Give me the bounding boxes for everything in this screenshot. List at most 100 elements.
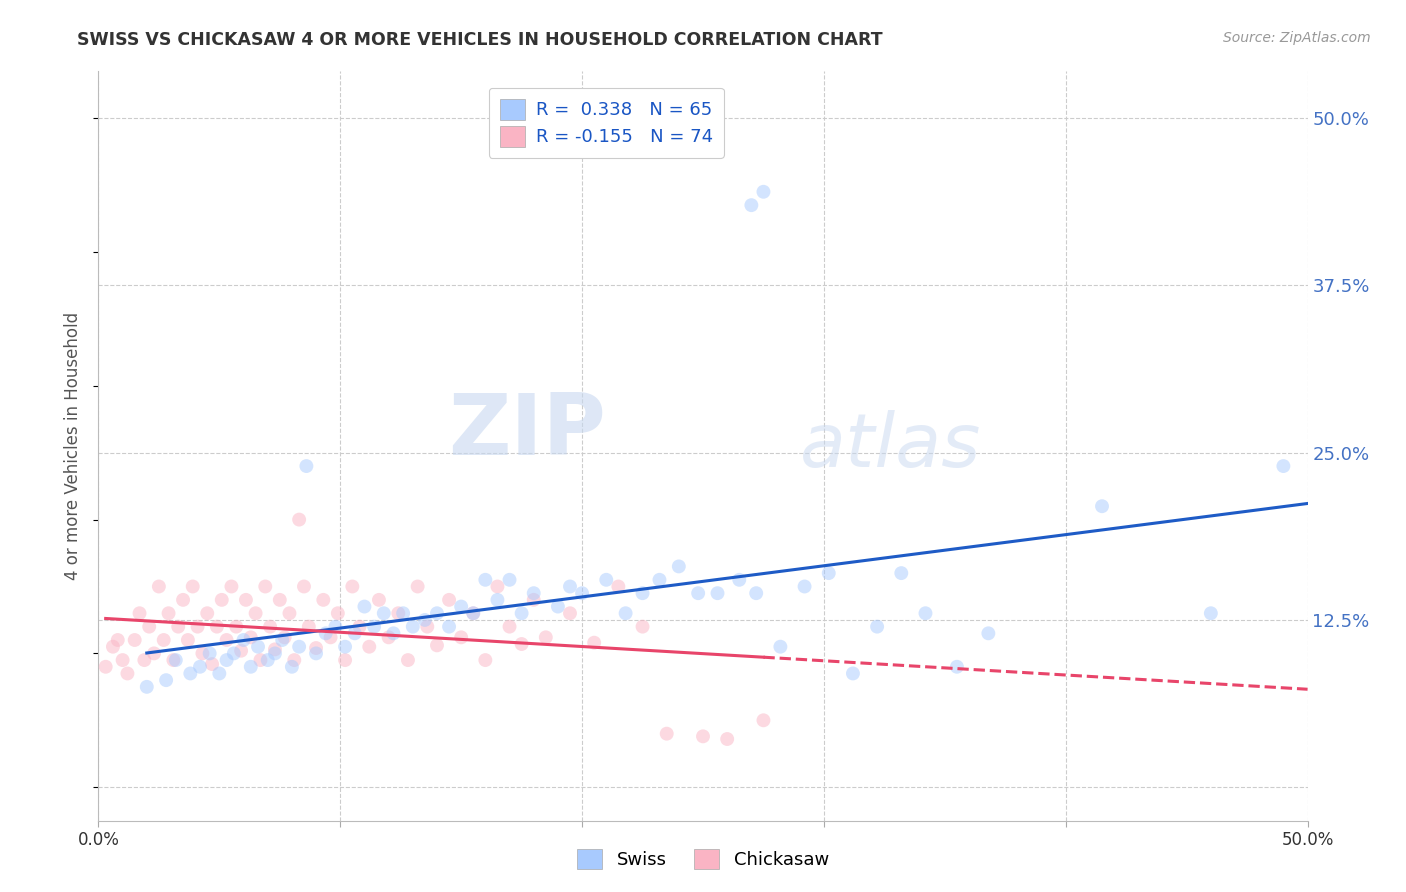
- Point: [281, 660, 304, 674]
- Point: [288, 640, 311, 654]
- Point: [278, 607, 301, 621]
- Point: [221, 580, 243, 594]
- Point: [866, 620, 889, 634]
- Point: [558, 580, 581, 594]
- Point: [426, 607, 449, 621]
- Point: [245, 607, 267, 621]
- Point: [215, 653, 238, 667]
- Point: [239, 631, 262, 645]
- Point: [134, 653, 156, 667]
- Point: [413, 613, 436, 627]
- Point: [486, 580, 509, 594]
- Point: [510, 607, 533, 621]
- Point: [668, 559, 690, 574]
- Point: [692, 730, 714, 744]
- Point: [377, 631, 399, 645]
- Point: [259, 620, 281, 634]
- Point: [890, 566, 912, 581]
- Point: [305, 646, 328, 660]
- Point: [172, 592, 194, 607]
- Point: [326, 607, 349, 621]
- Point: [510, 637, 533, 651]
- Text: Source: ZipAtlas.com: Source: ZipAtlas.com: [1223, 31, 1371, 45]
- Point: [325, 620, 347, 634]
- Point: [706, 586, 728, 600]
- Point: [614, 607, 637, 621]
- Point: [208, 666, 231, 681]
- Point: [273, 631, 295, 645]
- Point: [426, 639, 449, 653]
- Text: atlas: atlas: [800, 410, 981, 482]
- Point: [463, 607, 485, 621]
- Point: [688, 586, 710, 600]
- Point: [315, 626, 337, 640]
- Point: [143, 646, 166, 660]
- Point: [558, 607, 581, 621]
- Point: [232, 633, 254, 648]
- Point: [1091, 500, 1114, 514]
- Point: [138, 620, 160, 634]
- Point: [101, 640, 124, 654]
- Point: [312, 592, 335, 607]
- Point: [769, 640, 792, 654]
- Point: [498, 620, 520, 634]
- Point: [249, 653, 271, 667]
- Point: [167, 620, 190, 634]
- Point: [402, 620, 425, 634]
- Point: [474, 653, 496, 667]
- Point: [152, 633, 174, 648]
- Point: [222, 646, 245, 660]
- Point: [215, 633, 238, 648]
- Point: [914, 607, 936, 621]
- Point: [305, 641, 328, 656]
- Point: [463, 607, 485, 621]
- Point: [333, 653, 356, 667]
- Point: [728, 573, 751, 587]
- Point: [523, 592, 546, 607]
- Point: [283, 653, 305, 667]
- Point: [648, 573, 671, 587]
- Point: [135, 680, 157, 694]
- Point: [1199, 607, 1222, 621]
- Point: [437, 592, 460, 607]
- Point: [583, 636, 606, 650]
- Point: [349, 620, 371, 634]
- Point: [187, 620, 209, 634]
- Point: [188, 660, 211, 674]
- Point: [342, 580, 364, 594]
- Point: [225, 620, 247, 634]
- Text: SWISS VS CHICKASAW 4 OR MORE VEHICLES IN HOUSEHOLD CORRELATION CHART: SWISS VS CHICKASAW 4 OR MORE VEHICLES IN…: [77, 31, 883, 49]
- Point: [523, 586, 546, 600]
- Point: [235, 592, 257, 607]
- Point: [387, 607, 409, 621]
- Point: [416, 620, 439, 634]
- Point: [292, 580, 315, 594]
- Point: [359, 640, 381, 654]
- Point: [392, 607, 415, 621]
- Point: [264, 646, 287, 660]
- Point: [157, 607, 180, 621]
- Point: [117, 666, 139, 681]
- Y-axis label: 4 or more Vehicles in Household: 4 or more Vehicles in Household: [65, 312, 83, 580]
- Point: [177, 633, 200, 648]
- Point: [486, 592, 509, 607]
- Point: [745, 586, 768, 600]
- Point: [191, 646, 214, 660]
- Point: [288, 512, 311, 526]
- Point: [817, 566, 839, 581]
- Point: [406, 580, 429, 594]
- Point: [571, 586, 593, 600]
- Point: [107, 633, 129, 648]
- Point: [498, 573, 520, 587]
- Point: [382, 626, 405, 640]
- Point: [333, 640, 356, 654]
- Point: [264, 642, 287, 657]
- Point: [124, 633, 146, 648]
- Point: [368, 592, 391, 607]
- Point: [343, 626, 366, 640]
- Point: [373, 607, 395, 621]
- Point: [211, 592, 233, 607]
- Point: [162, 653, 184, 667]
- Point: [128, 607, 150, 621]
- Point: [1272, 459, 1295, 474]
